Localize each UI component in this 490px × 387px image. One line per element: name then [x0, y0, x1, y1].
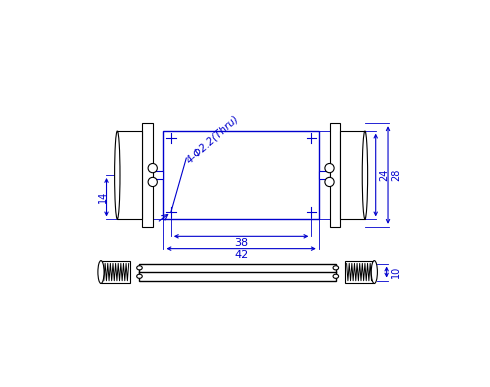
Ellipse shape: [362, 131, 368, 219]
Bar: [340, 131, 365, 219]
Bar: [329, 123, 340, 227]
Ellipse shape: [333, 266, 339, 270]
Ellipse shape: [148, 177, 157, 187]
Text: 10: 10: [391, 266, 400, 278]
Text: 4-Φ2.2(Thru): 4-Φ2.2(Thru): [185, 114, 241, 166]
Text: 28: 28: [391, 169, 401, 181]
Ellipse shape: [325, 163, 334, 173]
Ellipse shape: [333, 274, 339, 278]
Text: 42: 42: [234, 250, 248, 260]
Ellipse shape: [98, 260, 104, 284]
Bar: [345, 260, 374, 284]
Bar: [318, 171, 329, 179]
Bar: [117, 131, 142, 219]
Ellipse shape: [115, 131, 120, 219]
Bar: [101, 260, 130, 284]
Ellipse shape: [325, 177, 334, 187]
Bar: [164, 131, 318, 219]
Text: 24: 24: [379, 169, 389, 181]
Ellipse shape: [137, 274, 142, 278]
Ellipse shape: [137, 266, 142, 270]
Text: 38: 38: [234, 238, 248, 248]
Bar: [153, 171, 164, 179]
Text: 14: 14: [98, 191, 108, 203]
Ellipse shape: [148, 163, 157, 173]
Bar: [140, 264, 336, 281]
Ellipse shape: [371, 260, 377, 284]
Bar: [142, 123, 153, 227]
